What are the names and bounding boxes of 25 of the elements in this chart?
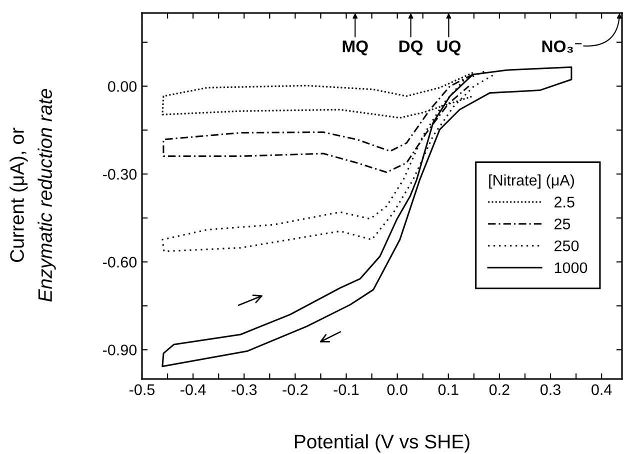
legend-label: 250 xyxy=(554,240,579,252)
x-tick-label: 0.3 xyxy=(540,384,560,396)
y-axis-title: Current (μA), or Enzymatic reduction rate xyxy=(10,88,56,302)
x-tick-label: 0.1 xyxy=(438,384,458,396)
y-tick-label: -0.60 xyxy=(103,256,137,268)
x-tick-label: 0.0 xyxy=(387,384,408,396)
x-tick-label: -0.3 xyxy=(232,384,257,396)
legend-label: 1000 xyxy=(554,262,588,274)
y-tick-label: 0.00 xyxy=(108,81,137,92)
y-tick-label: -0.30 xyxy=(103,168,137,180)
x-tick-label: 0.4 xyxy=(592,384,612,396)
annotation: DQ xyxy=(399,40,423,56)
x-tick-label: 0.2 xyxy=(489,384,510,396)
annotation: UQ xyxy=(437,40,461,56)
legend-label: 2.5 xyxy=(554,196,574,208)
y-tick-label: -0.90 xyxy=(103,344,137,356)
x-tick-label: -0.2 xyxy=(282,384,308,396)
x-tick-label: -0.1 xyxy=(334,384,359,396)
legend-label: 25 xyxy=(554,218,570,230)
legend-title: [Nitrate] (μA) xyxy=(489,174,574,189)
x-axis-title: Potential (V vs SHE) xyxy=(294,434,470,452)
x-tick-label: -0.4 xyxy=(180,384,206,396)
annotation: NO₃⁻ xyxy=(542,40,582,53)
annotation: MQ xyxy=(342,40,368,56)
x-tick-label: -0.5 xyxy=(130,384,155,396)
